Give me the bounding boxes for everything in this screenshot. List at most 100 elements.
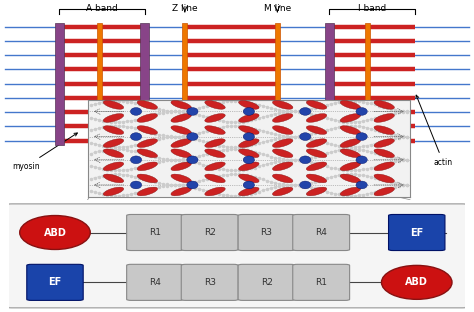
Ellipse shape bbox=[238, 139, 259, 148]
Ellipse shape bbox=[103, 162, 124, 171]
Ellipse shape bbox=[205, 139, 225, 148]
Ellipse shape bbox=[238, 114, 259, 122]
Ellipse shape bbox=[273, 187, 293, 196]
Ellipse shape bbox=[137, 114, 157, 122]
Ellipse shape bbox=[340, 126, 361, 134]
Ellipse shape bbox=[374, 149, 394, 158]
Ellipse shape bbox=[205, 114, 225, 122]
FancyBboxPatch shape bbox=[127, 264, 183, 300]
Text: R1: R1 bbox=[315, 278, 327, 287]
Ellipse shape bbox=[300, 108, 311, 115]
Ellipse shape bbox=[171, 100, 191, 109]
Ellipse shape bbox=[103, 100, 124, 109]
FancyBboxPatch shape bbox=[365, 23, 370, 145]
FancyBboxPatch shape bbox=[238, 264, 295, 300]
Ellipse shape bbox=[171, 174, 191, 183]
Ellipse shape bbox=[340, 174, 361, 183]
Ellipse shape bbox=[306, 100, 327, 109]
FancyBboxPatch shape bbox=[182, 23, 187, 145]
Ellipse shape bbox=[273, 139, 293, 148]
Ellipse shape bbox=[374, 114, 394, 122]
FancyBboxPatch shape bbox=[97, 23, 102, 145]
Text: R2: R2 bbox=[261, 278, 273, 287]
Ellipse shape bbox=[187, 133, 198, 140]
FancyBboxPatch shape bbox=[140, 23, 149, 145]
Ellipse shape bbox=[137, 162, 157, 171]
Ellipse shape bbox=[205, 174, 225, 183]
FancyBboxPatch shape bbox=[181, 214, 238, 251]
Ellipse shape bbox=[374, 100, 394, 109]
Ellipse shape bbox=[306, 187, 327, 196]
Ellipse shape bbox=[306, 174, 327, 183]
Ellipse shape bbox=[238, 126, 259, 134]
Ellipse shape bbox=[171, 114, 191, 122]
Ellipse shape bbox=[238, 187, 259, 196]
FancyBboxPatch shape bbox=[389, 214, 445, 251]
Text: EF: EF bbox=[410, 227, 423, 237]
Ellipse shape bbox=[340, 149, 361, 158]
Ellipse shape bbox=[205, 162, 225, 171]
Ellipse shape bbox=[171, 126, 191, 134]
Ellipse shape bbox=[103, 126, 124, 134]
Ellipse shape bbox=[273, 162, 293, 171]
Ellipse shape bbox=[238, 100, 259, 109]
FancyBboxPatch shape bbox=[238, 214, 295, 251]
Text: R4: R4 bbox=[149, 278, 161, 287]
FancyBboxPatch shape bbox=[55, 23, 64, 145]
FancyBboxPatch shape bbox=[181, 264, 238, 300]
Text: R3: R3 bbox=[261, 228, 273, 237]
Ellipse shape bbox=[273, 174, 293, 183]
Ellipse shape bbox=[356, 181, 367, 189]
Ellipse shape bbox=[306, 139, 327, 148]
Ellipse shape bbox=[273, 126, 293, 134]
Ellipse shape bbox=[171, 139, 191, 148]
Ellipse shape bbox=[374, 162, 394, 171]
FancyBboxPatch shape bbox=[127, 214, 183, 251]
FancyBboxPatch shape bbox=[325, 23, 334, 145]
Ellipse shape bbox=[137, 126, 157, 134]
Ellipse shape bbox=[187, 181, 198, 189]
Ellipse shape bbox=[171, 162, 191, 171]
Ellipse shape bbox=[238, 162, 259, 171]
Ellipse shape bbox=[356, 108, 367, 115]
Ellipse shape bbox=[205, 100, 225, 109]
Ellipse shape bbox=[171, 187, 191, 196]
Ellipse shape bbox=[340, 162, 361, 171]
FancyBboxPatch shape bbox=[293, 214, 350, 251]
Text: EF: EF bbox=[48, 277, 62, 287]
Ellipse shape bbox=[273, 100, 293, 109]
Ellipse shape bbox=[171, 149, 191, 158]
Ellipse shape bbox=[205, 149, 225, 158]
Ellipse shape bbox=[20, 216, 90, 250]
Ellipse shape bbox=[356, 133, 367, 140]
Ellipse shape bbox=[103, 139, 124, 148]
Ellipse shape bbox=[306, 114, 327, 122]
Text: Z line: Z line bbox=[172, 4, 198, 13]
Ellipse shape bbox=[205, 126, 225, 134]
Text: α-actinin: α-actinin bbox=[332, 114, 406, 163]
Text: ABD: ABD bbox=[44, 227, 66, 237]
Ellipse shape bbox=[243, 133, 255, 140]
Ellipse shape bbox=[243, 108, 255, 115]
Ellipse shape bbox=[137, 174, 157, 183]
Ellipse shape bbox=[130, 133, 142, 140]
Text: myosin: myosin bbox=[12, 133, 77, 171]
Ellipse shape bbox=[137, 149, 157, 158]
Ellipse shape bbox=[374, 174, 394, 183]
Ellipse shape bbox=[130, 108, 142, 115]
Ellipse shape bbox=[238, 174, 259, 183]
Text: A band: A band bbox=[86, 4, 118, 13]
FancyBboxPatch shape bbox=[7, 204, 467, 308]
Ellipse shape bbox=[273, 149, 293, 158]
FancyBboxPatch shape bbox=[293, 264, 350, 300]
Text: actin: actin bbox=[416, 95, 453, 167]
Text: ABD: ABD bbox=[405, 277, 428, 287]
FancyBboxPatch shape bbox=[27, 264, 83, 300]
Ellipse shape bbox=[306, 126, 327, 134]
Ellipse shape bbox=[306, 162, 327, 171]
Ellipse shape bbox=[300, 156, 311, 164]
Ellipse shape bbox=[187, 108, 198, 115]
Ellipse shape bbox=[103, 187, 124, 196]
Ellipse shape bbox=[306, 149, 327, 158]
Ellipse shape bbox=[103, 114, 124, 122]
